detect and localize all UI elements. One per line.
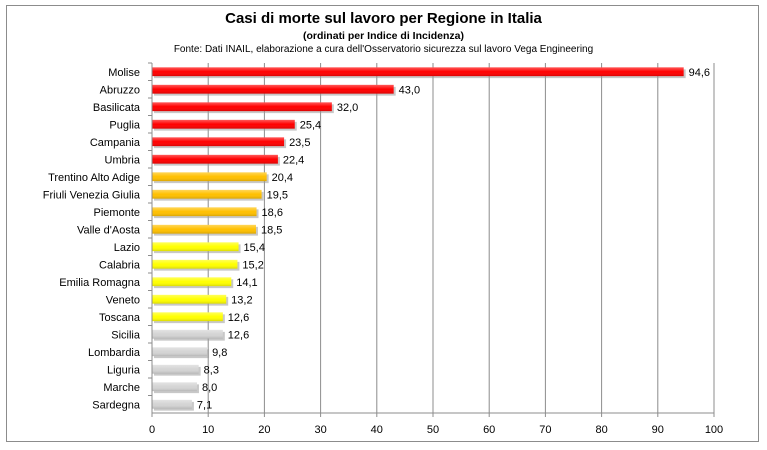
chart-source: Fonte: Dati INAIL, elaborazione a cura d… xyxy=(173,44,594,55)
x-tick-label-40: 40 xyxy=(371,424,383,436)
category-label-toscana: Toscana xyxy=(99,312,141,324)
value-label-liguria: 8,3 xyxy=(204,364,219,376)
value-label-trentino-alto-adige: 20,4 xyxy=(272,172,293,184)
x-tick-label-30: 30 xyxy=(314,424,326,436)
chart-subtitle: (ordinati per Indice di Incidenza) xyxy=(302,30,465,42)
bar-shade-liguria xyxy=(152,364,199,374)
category-label-sicilia: Sicilia xyxy=(111,329,141,341)
x-tick-label-90: 90 xyxy=(652,424,664,436)
category-label-umbria: Umbria xyxy=(105,154,141,166)
bar-shade-molise xyxy=(152,67,684,77)
bar-shade-calabria xyxy=(152,259,238,269)
x-tick-label-80: 80 xyxy=(595,424,607,436)
category-label-friuli-venezia-giulia: Friuli Venezia Giulia xyxy=(43,189,141,201)
value-label-puglia: 25,4 xyxy=(300,119,321,131)
bar-shade-toscana xyxy=(152,312,223,322)
category-label-trentino-alto-adige: Trentino Alto Adige xyxy=(48,172,140,184)
category-label-marche: Marche xyxy=(103,382,140,394)
x-tick-label-70: 70 xyxy=(539,424,551,436)
bar-shade-abruzzo xyxy=(152,84,394,94)
category-label-molise: Molise xyxy=(108,67,140,79)
x-tick-label-10: 10 xyxy=(202,424,214,436)
x-tick-label-100: 100 xyxy=(705,424,723,436)
value-label-lombardia: 9,8 xyxy=(212,347,227,359)
bar-shade-lazio xyxy=(152,242,239,252)
x-tick-label-20: 20 xyxy=(258,424,270,436)
category-label-lombardia: Lombardia xyxy=(88,347,141,359)
bar-shade-veneto xyxy=(152,294,227,304)
axes: 0 10 20 30 40 50 60 70 80 90 100 Molise Abruzzo Basil… xyxy=(43,62,723,436)
value-label-sardegna: 7,1 xyxy=(197,399,212,411)
value-label-marche: 8,0 xyxy=(202,382,217,394)
value-label-piemonte: 18,6 xyxy=(262,207,283,219)
bar-shade-valle-d-aosta xyxy=(152,224,256,234)
category-label-liguria: Liguria xyxy=(107,364,141,376)
category-label-sardegna: Sardegna xyxy=(92,399,141,411)
value-label-friuli-venezia-giulia: 19,5 xyxy=(267,189,288,201)
category-label-piemonte: Piemonte xyxy=(94,207,140,219)
value-label-abruzzo: 43,0 xyxy=(399,84,420,96)
x-tick-label-60: 60 xyxy=(483,424,495,436)
x-tick-label-50: 50 xyxy=(427,424,439,436)
bar-shade-puglia xyxy=(152,119,295,129)
value-label-basilicata: 32,0 xyxy=(337,102,358,114)
bars: 94,6 43,0 32,0 25,4 23,5 22,4 20,4 19,5 18,6 18,5… xyxy=(152,67,710,411)
bar-shade-basilicata xyxy=(152,102,332,112)
category-label-emilia-romagna: Emilia Romagna xyxy=(59,277,141,289)
category-label-abruzzo: Abruzzo xyxy=(100,84,140,96)
value-label-sicilia: 12,6 xyxy=(228,329,249,341)
category-label-puglia: Puglia xyxy=(109,119,140,131)
value-label-valle-d-aosta: 18,5 xyxy=(261,224,282,236)
category-label-calabria: Calabria xyxy=(99,259,141,271)
category-label-valle-d-aosta: Valle d'Aosta xyxy=(77,224,141,236)
category-label-veneto: Veneto xyxy=(106,294,140,306)
value-label-umbria: 22,4 xyxy=(283,154,304,166)
value-label-lazio: 15,4 xyxy=(244,242,265,254)
category-label-campania: Campania xyxy=(90,137,141,149)
value-label-veneto: 13,2 xyxy=(231,294,252,306)
bar-shade-piemonte xyxy=(152,207,257,217)
bar-shade-campania xyxy=(152,137,285,147)
bar-shade-lombardia xyxy=(152,347,208,357)
bar-shade-sicilia xyxy=(152,329,223,339)
bar-shade-sardegna xyxy=(152,399,192,409)
category-label-basilicata: Basilicata xyxy=(93,102,141,114)
value-label-campania: 23,5 xyxy=(289,137,310,149)
value-label-calabria: 15,2 xyxy=(242,259,263,271)
value-label-molise: 94,6 xyxy=(689,67,710,79)
grid-lines xyxy=(207,63,715,413)
x-tick-label-0: 0 xyxy=(149,424,155,436)
bar-shade-umbria xyxy=(152,154,278,164)
bar-shade-trentino-alto-adige xyxy=(152,172,267,182)
value-label-emilia-romagna: 14,1 xyxy=(236,277,257,289)
value-label-toscana: 12,6 xyxy=(228,312,249,324)
bar-shade-marche xyxy=(152,382,197,392)
chart-title: Casi di morte sul lavoro per Regione in … xyxy=(225,10,542,27)
bar-shade-friuli-venezia-giulia xyxy=(152,189,262,199)
bar-shade-emilia-romagna xyxy=(152,277,232,287)
category-label-lazio: Lazio xyxy=(114,242,140,254)
